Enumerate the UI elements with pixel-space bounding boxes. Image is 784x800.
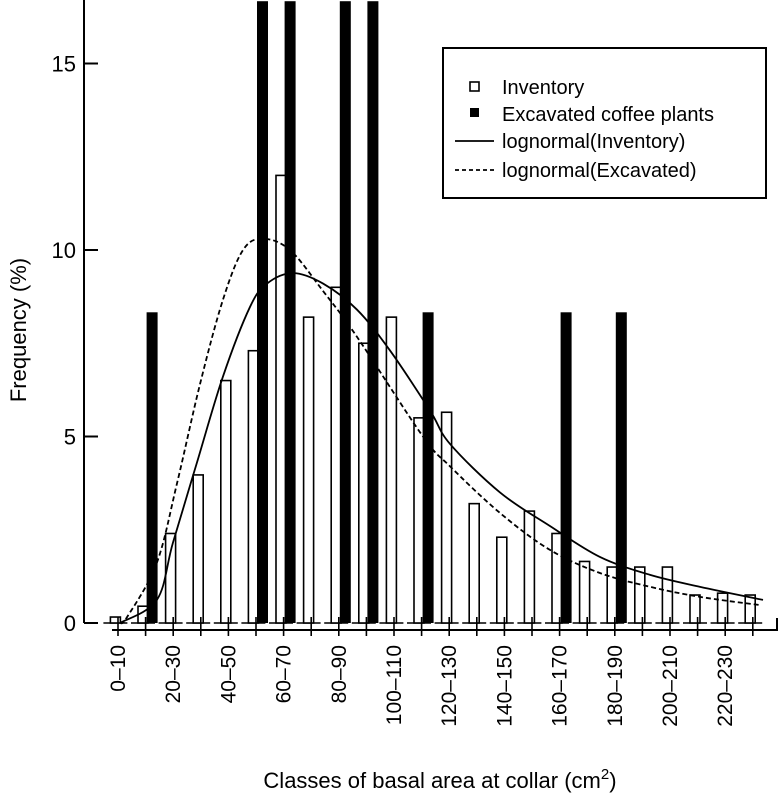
bar-inventory-90–100 (357, 342, 370, 624)
bar-inventory-200–210 (661, 566, 674, 624)
x-tick-label: 60–70 (273, 645, 296, 703)
x-tick-label: 100–110 (383, 645, 406, 725)
x-tick-label: 200–210 (659, 645, 682, 727)
x-tick-label: 0–10 (107, 645, 130, 692)
bar-excavated-160–170 (560, 312, 572, 623)
bar-excavated-60–70 (284, 1, 296, 624)
x-tick-label: 220–230 (714, 645, 737, 727)
y-axis-label: Frequency (%) (6, 258, 31, 402)
x-tick-label: 120–130 (438, 645, 461, 727)
y-tick-label: 5 (64, 425, 76, 450)
bar-inventory-120–130 (440, 411, 453, 624)
bar-excavated-80–90 (339, 1, 351, 624)
bar-inventory-230–240 (744, 594, 757, 624)
x-axis-label-superscript: 2 (601, 766, 609, 783)
bar-inventory-20–30 (164, 532, 177, 624)
legend-label-inventory: Inventory (502, 77, 584, 99)
y-tick-label: 0 (64, 611, 76, 636)
legend-label-lognormal-inventory: lognormal(Inventory) (502, 131, 685, 153)
y-tick-label: 10 (52, 238, 76, 263)
bar-inventory-160–170 (551, 532, 563, 624)
bar-excavated-10–20 (146, 312, 158, 623)
plot-area (103, 1, 764, 625)
bar-inventory-130–140 (468, 502, 481, 624)
legend-marker-inventory (469, 81, 480, 92)
curve-lognormal-excavated- (119, 237, 761, 625)
legend-marker-excavated (470, 108, 479, 117)
bar-inventory-50–60 (247, 349, 260, 624)
bar-inventory-80–90 (330, 286, 343, 624)
bar-excavated-90–100 (367, 1, 379, 624)
bar-inventory-190–200 (633, 566, 646, 624)
x-axis-label: Classes of basal area at collar (cm2) (263, 766, 616, 793)
x-axis-label-close: ) (609, 768, 616, 793)
x-axis-label-text: Classes of basal area at collar (cm (263, 768, 600, 793)
bar-excavated-110–120 (422, 312, 434, 623)
bar-inventory-70–80 (302, 316, 315, 624)
curve-lognormal-inventory- (119, 272, 764, 624)
legend-box (442, 47, 767, 199)
legend-label-lognormal-excavated: lognormal(Excavated) (502, 160, 697, 182)
x-tick-label: 40–50 (217, 645, 240, 703)
legend: Inventory Excavated coffee plants lognor… (442, 47, 767, 199)
bar-inventory-220–230 (716, 592, 729, 624)
axes: 0–10 20–30 40–50 60–70 80–90 100–110 120–130 14… (52, 0, 778, 727)
x-tick-label: 140–150 (493, 645, 516, 727)
bar-inventory-100–110 (385, 316, 398, 624)
legend-label-excavated: Excavated coffee plants (502, 104, 714, 126)
bar-inventory-170–180 (578, 560, 591, 624)
bar-inventory-0–10 (109, 616, 122, 624)
x-tick-label: 160–170 (549, 645, 572, 727)
x-tick-label: 20–30 (162, 645, 185, 703)
bar-inventory-150–160 (523, 510, 536, 624)
bar-inventory-210–220 (689, 594, 701, 624)
x-tick-label: 80–90 (328, 645, 351, 703)
bar-excavated-180–190 (615, 312, 627, 623)
bar-inventory-40–50 (220, 379, 232, 624)
bar-inventory-30–40 (192, 474, 204, 624)
bar-inventory-110–120 (413, 417, 425, 624)
x-tick-label: 180–190 (604, 645, 627, 727)
bar-excavated-50–60 (257, 1, 268, 624)
y-tick-label: 15 (52, 52, 76, 77)
bar-inventory-140–150 (495, 536, 508, 624)
